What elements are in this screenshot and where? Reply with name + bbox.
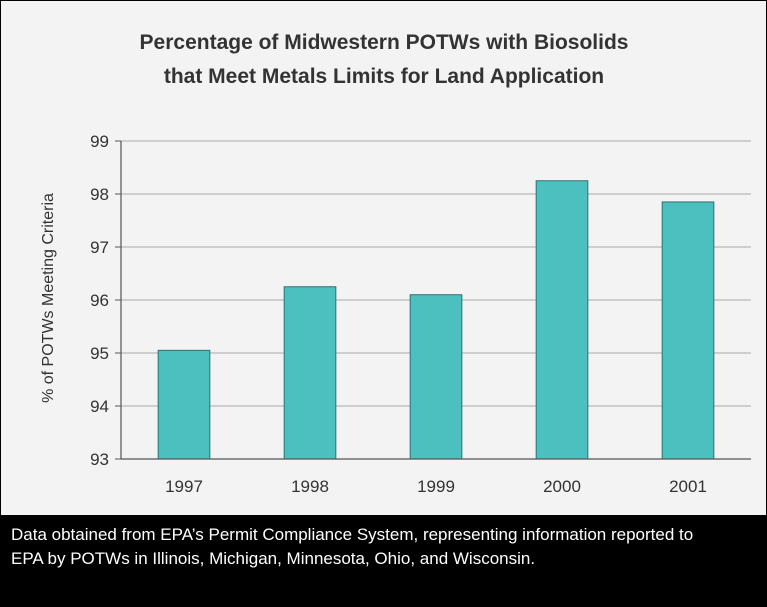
plot-panel: Percentage of Midwestern POTWs with Bios… xyxy=(1,1,766,515)
x-tick-label-2000: 2000 xyxy=(543,477,581,496)
bar-1998 xyxy=(283,286,337,460)
y-tick-label-2: 95 xyxy=(90,344,109,363)
bar-2000 xyxy=(535,180,589,460)
y-tick-label-0: 93 xyxy=(90,450,109,469)
bars xyxy=(157,180,715,460)
x-tick-label-2001: 2001 xyxy=(669,477,707,496)
bar-1997 xyxy=(157,349,211,460)
y-tick-label-5: 98 xyxy=(90,185,109,204)
y-tick-label-6: 99 xyxy=(90,132,109,151)
x-tick-label-1997: 1997 xyxy=(165,477,203,496)
chart-title-line-1: Percentage of Midwestern POTWs with Bios… xyxy=(140,31,629,54)
caption-box: Data obtained from EPA’s Permit Complian… xyxy=(1,515,766,606)
x-tick-labels: 1997 1998 1999 2000 2001 xyxy=(165,477,707,496)
bar-chart: Percentage of Midwestern POTWs with Bios… xyxy=(40,31,751,496)
y-tick-label-3: 96 xyxy=(90,291,109,310)
bar-2001 xyxy=(661,201,715,460)
caption-text: Data obtained from EPA’s Permit Complian… xyxy=(11,525,694,568)
chart-title-line-2: that Meet Metals Limits for Land Applica… xyxy=(164,65,604,88)
bar-1999 xyxy=(409,294,463,460)
axes xyxy=(115,140,751,460)
y-tick-label-4: 97 xyxy=(90,238,109,257)
y-tick-labels: 93 94 95 96 97 98 99 xyxy=(90,132,109,469)
x-tick-label-1998: 1998 xyxy=(291,477,329,496)
y-tick-label-1: 94 xyxy=(90,397,109,416)
y-axis-title: % of POTWs Meeting Criteria xyxy=(40,193,57,403)
x-tick-label-1999: 1999 xyxy=(417,477,455,496)
